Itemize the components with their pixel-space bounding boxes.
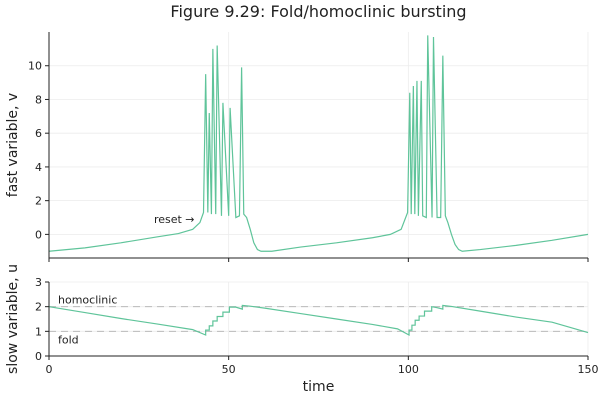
reference-lines xyxy=(49,306,588,332)
fast-variable-panel: 0 2 4 6 8 10 reset → Figure 9.29: Fold/homocl… xyxy=(5,2,589,262)
x-tick-label: 50 xyxy=(222,363,236,376)
y-tick-label: 10 xyxy=(28,60,42,73)
fast-variable-series-line xyxy=(48,35,589,252)
fast-variable-axis-label: fast variable, v xyxy=(5,93,21,197)
y-tick-label: 0 xyxy=(35,350,42,363)
slow-variable-panel: 0 1 2 3 0 50 100 150 homoclinic fold time slow… xyxy=(5,264,599,395)
y-tick-label: 2 xyxy=(35,195,42,208)
y-tick-label: 3 xyxy=(35,276,42,289)
y-tick-label: 8 xyxy=(35,93,42,106)
slow-variable-series-line xyxy=(48,304,589,337)
bottom-y-ticks: 0 1 2 3 xyxy=(35,276,49,363)
homoclinic-label: homoclinic xyxy=(58,294,117,307)
y-tick-label: 2 xyxy=(35,301,42,314)
y-tick-label: 4 xyxy=(35,161,42,174)
x-tick-label: 100 xyxy=(398,363,419,376)
reset-annotation: reset → xyxy=(154,213,195,226)
y-tick-label: 6 xyxy=(35,127,42,140)
bottom-grid xyxy=(48,281,589,357)
top-y-ticks: 0 2 4 6 8 10 xyxy=(28,60,49,241)
bottom-x-ticks: 0 50 100 150 xyxy=(46,356,599,376)
fold-label: fold xyxy=(58,333,79,346)
y-tick-label: 0 xyxy=(35,228,42,241)
slow-variable-axis-label: slow variable, u xyxy=(5,264,21,374)
x-tick-label: 150 xyxy=(578,363,599,376)
top-x-ticks xyxy=(48,258,589,262)
top-grid xyxy=(48,32,589,258)
chart-title: Figure 9.29: Fold/homoclinic bursting xyxy=(170,2,466,21)
x-tick-label: 0 xyxy=(46,363,53,376)
y-tick-label: 1 xyxy=(35,325,42,338)
time-axis-label: time xyxy=(303,379,335,395)
